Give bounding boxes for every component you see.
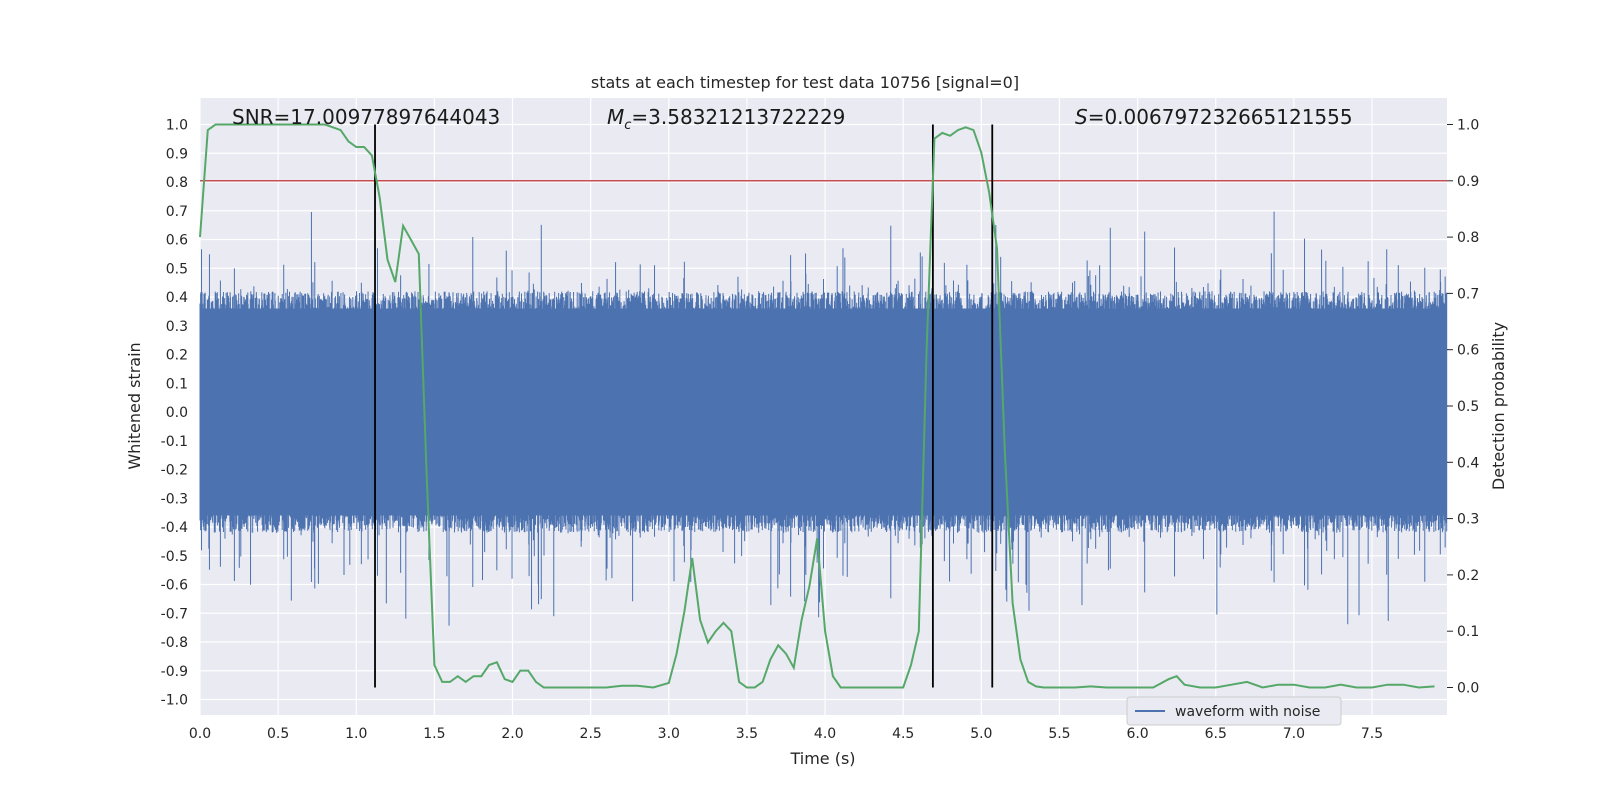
y-tick-label: 0.6 (166, 233, 188, 249)
y-tick-label: 0.0 (166, 405, 188, 421)
x-tick-label: 2.0 (501, 726, 523, 742)
y2-tick-label: 0.5 (1457, 399, 1479, 415)
s-annotation: S=0.006797232665121555 (1075, 105, 1353, 129)
y2-tick-label: 0.2 (1457, 568, 1479, 584)
y-tick-label: 0.8 (166, 175, 188, 191)
y2-tick-label: 1.0 (1457, 118, 1479, 134)
y2-ticks: 1.0 0.9 0.8 0.7 0.6 0.5 0.4 0.3 0.2 0.1 0.0 (1447, 118, 1479, 697)
y2-tick-label: 0.4 (1457, 455, 1479, 471)
y-tick-label: 0.5 (166, 261, 188, 277)
y-tick-label: 0.1 (166, 376, 188, 392)
waveform-series (199, 211, 1448, 626)
y-tick-label: -0.4 (161, 520, 188, 536)
x-tick-label: 5.5 (1048, 726, 1070, 742)
waveform-core (200, 308, 1447, 516)
y2-tick-label: 0.1 (1457, 624, 1479, 640)
y2-tick-label: 0.9 (1457, 174, 1479, 190)
x-tick-label: 6.5 (1205, 726, 1227, 742)
chirp-mass-annotation: Mc=3.58321213722229 (607, 105, 845, 133)
snr-annotation: SNR=17.00977897644043 (232, 105, 500, 129)
x-tick-label: 4.5 (892, 726, 914, 742)
y-tick-label: -0.7 (161, 606, 188, 622)
y-tick-label: -1.0 (161, 693, 188, 709)
x-tick-label: 2.5 (580, 726, 602, 742)
y2-tick-label: 0.6 (1457, 343, 1479, 359)
legend-label: waveform with noise (1175, 704, 1320, 720)
y-tick-label: -0.5 (161, 549, 188, 565)
x-tick-label: 3.0 (658, 726, 680, 742)
y-tick-label: -0.1 (161, 434, 188, 450)
chart-title: stats at each timestep for test data 107… (591, 73, 1019, 92)
y-tick-label: -0.8 (161, 635, 188, 651)
y-tick-label: 1.0 (166, 118, 188, 134)
x-tick-label: 1.0 (345, 726, 367, 742)
y2-tick-label: 0.7 (1457, 286, 1479, 302)
y-tick-label: 0.2 (166, 348, 188, 364)
y-ticks: 1.0 0.9 0.8 0.7 0.6 0.5 0.4 0.3 0.2 0.1 0.0 -0.1 -0.… (161, 118, 188, 709)
y-tick-label: -0.3 (161, 491, 188, 507)
x-tick-label: 6.0 (1126, 726, 1148, 742)
y-tick-label: 0.3 (166, 319, 188, 335)
x-tick-label: 4.0 (814, 726, 836, 742)
x-tick-label: 5.0 (970, 726, 992, 742)
y2-tick-label: 0.8 (1457, 230, 1479, 246)
y-tick-label: 0.4 (166, 290, 188, 306)
mc-subscript: c (624, 118, 631, 133)
mc-value: =3.58321213722229 (631, 105, 845, 129)
y-tick-label: -0.2 (161, 463, 188, 479)
x-tick-label: 0.0 (189, 726, 211, 742)
y2-tick-label: 0.0 (1457, 681, 1479, 697)
y2-axis-label: Detection probability (1489, 322, 1508, 490)
y-tick-label: -0.6 (161, 578, 188, 594)
x-tick-label: 1.5 (423, 726, 445, 742)
x-tick-label: 7.0 (1283, 726, 1305, 742)
x-ticks: 0.0 0.5 1.0 1.5 2.0 2.5 3.0 3.5 4.0 4.5 5.0 5.5 6.0 6… (189, 726, 1383, 742)
y-tick-label: 0.9 (166, 146, 188, 162)
y2-tick-label: 0.3 (1457, 512, 1479, 528)
s-value: =0.006797232665121555 (1088, 105, 1353, 129)
x-tick-label: 0.5 (267, 726, 289, 742)
detection-probability-series (199, 123, 1435, 689)
x-axis-label: Time (s) (789, 749, 855, 768)
x-tick-label: 3.5 (736, 726, 758, 742)
mc-symbol: M (607, 105, 624, 129)
legend-box (1126, 696, 1342, 726)
y-tick-label: 0.7 (166, 204, 188, 220)
y-axis-label: Whitened strain (125, 342, 144, 469)
legend: waveform with noise (1126, 696, 1342, 726)
s-symbol: S (1075, 105, 1088, 129)
x-tick-label: 7.5 (1361, 726, 1383, 742)
y-tick-label: -0.9 (161, 664, 188, 680)
